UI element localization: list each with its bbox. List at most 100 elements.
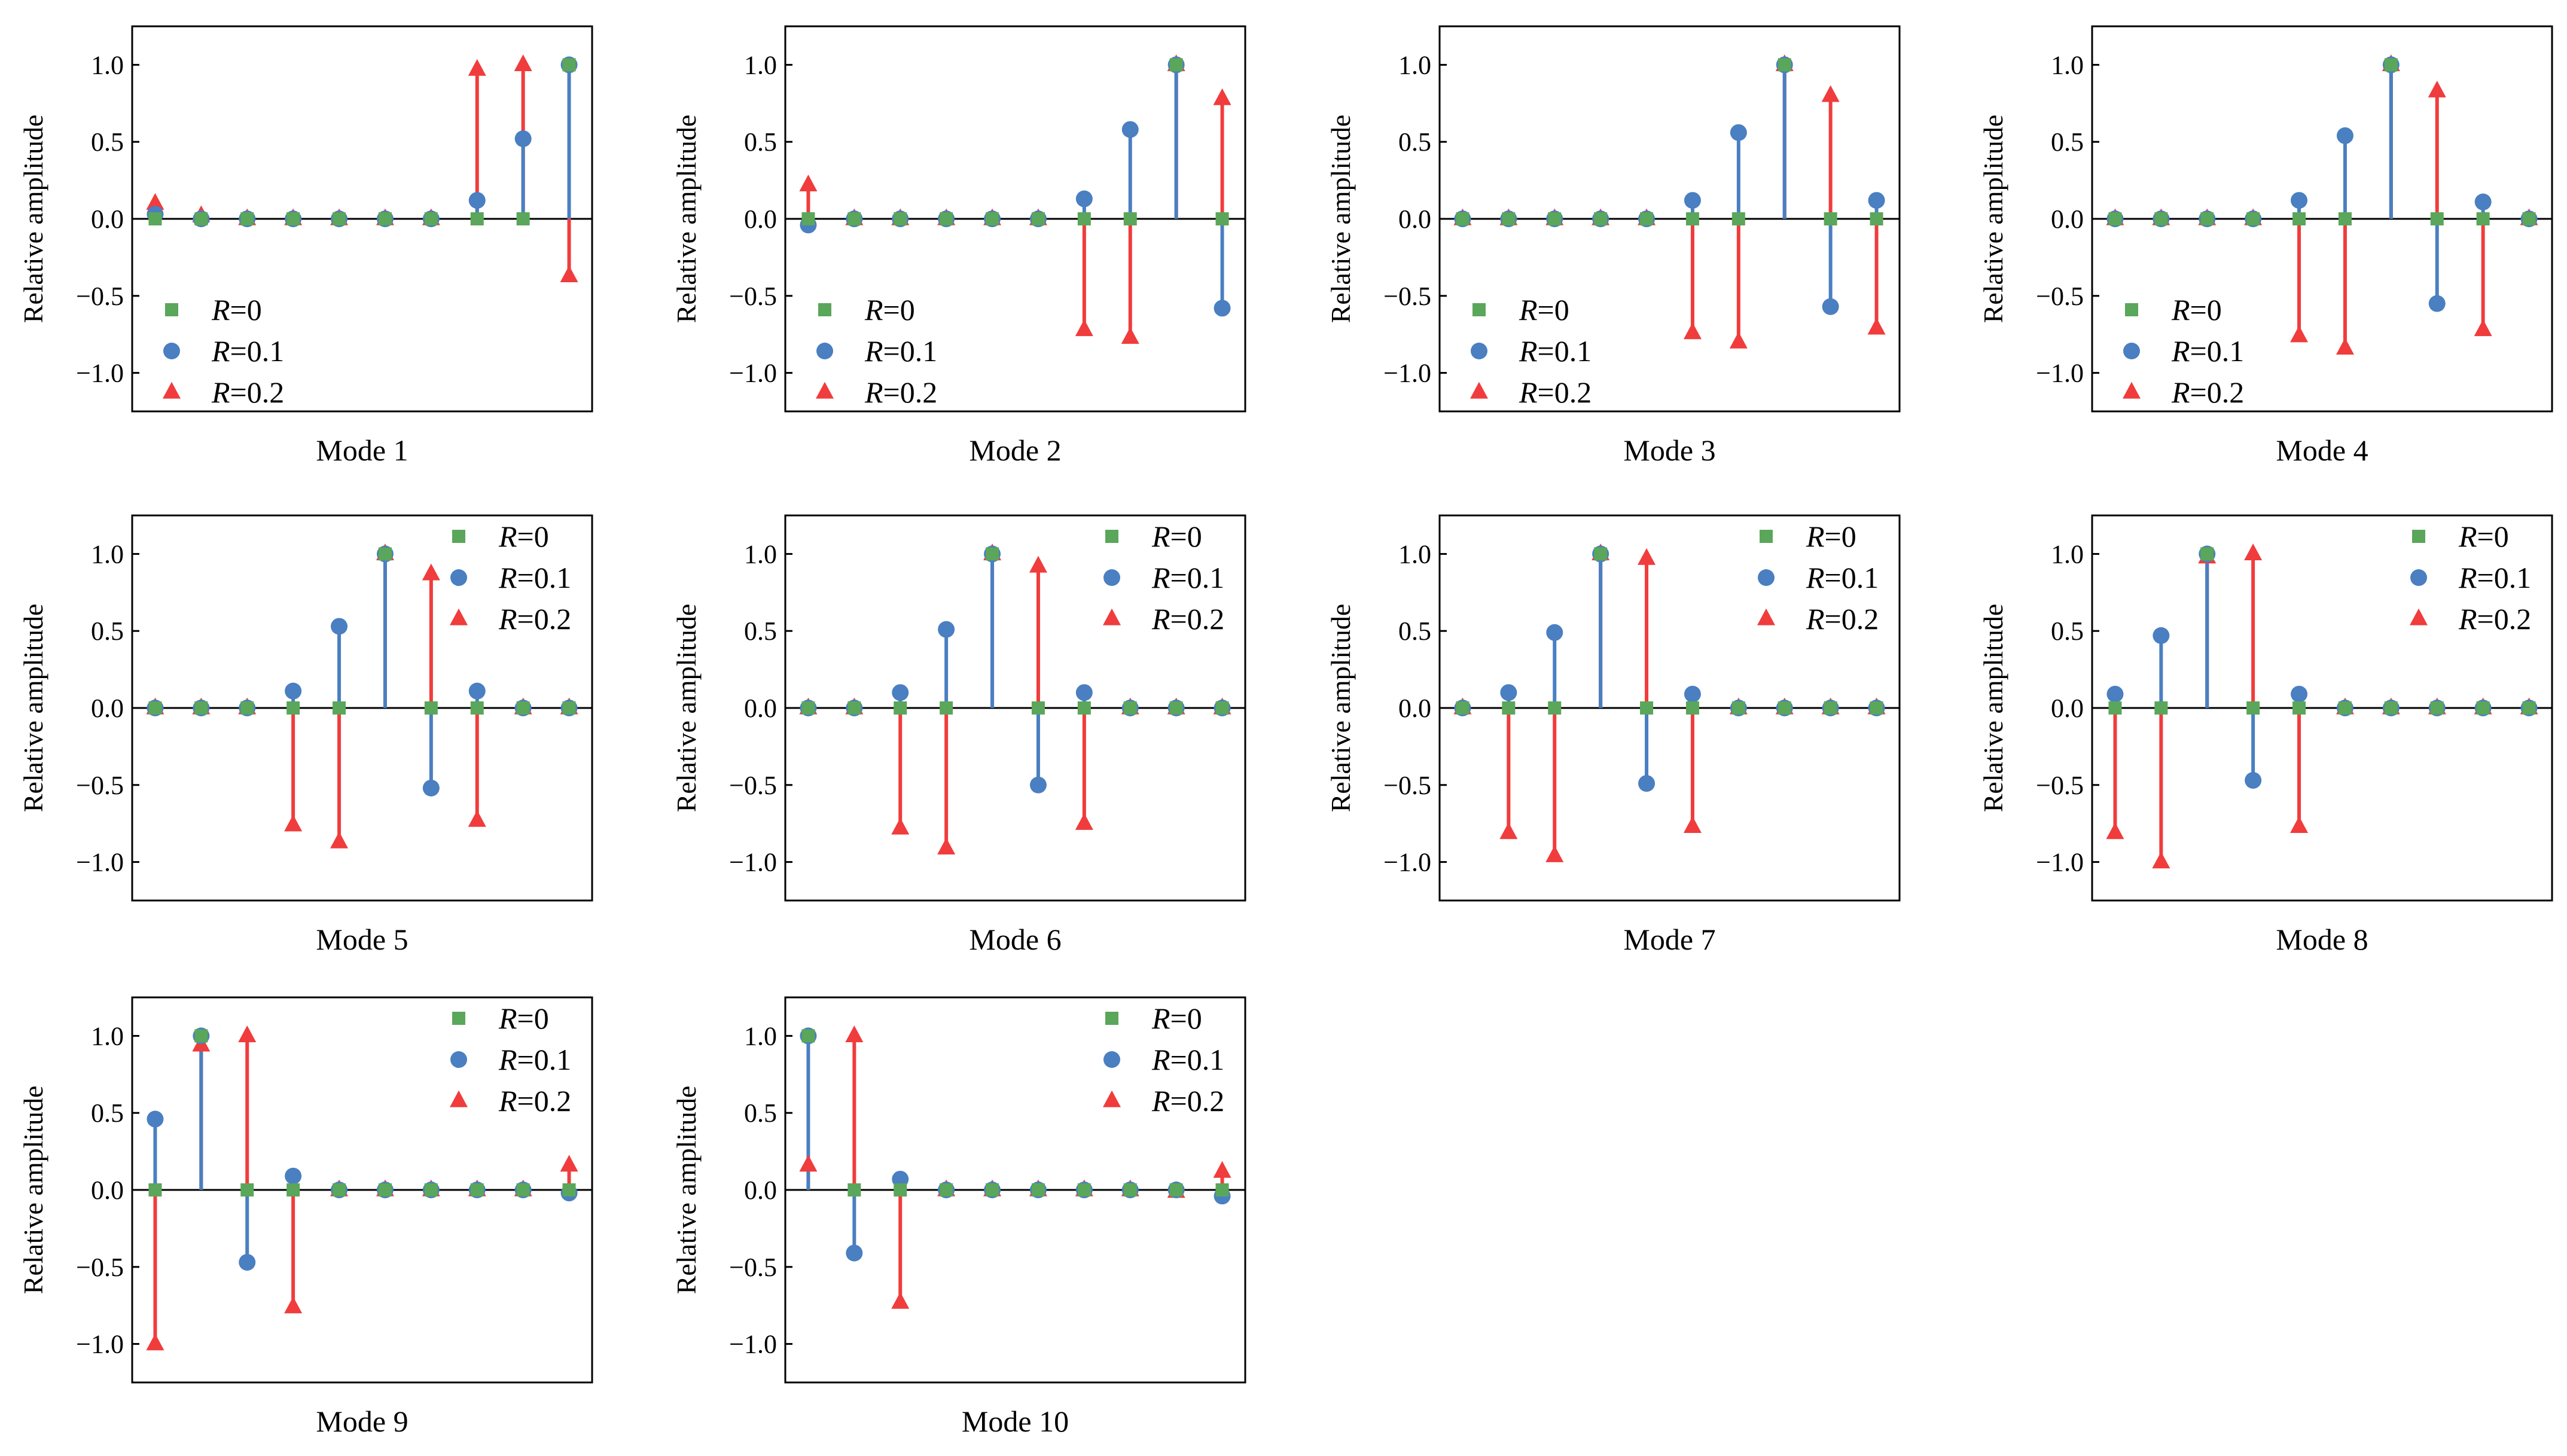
legend-entry: R=0.1: [1519, 334, 1592, 368]
legend-entry: R=0.1: [1806, 561, 1879, 594]
y-tick-label: 1.0: [2051, 50, 2084, 80]
point-r01: [239, 1254, 256, 1271]
y-tick-label: 0.5: [91, 616, 124, 646]
legend-marker: [1760, 530, 1773, 543]
chart-mode-10: −1.0 −0.5 0.0 0.5 1.0 Relative amplitude Mode …: [671, 996, 1246, 1438]
point-r0: [1123, 212, 1137, 225]
legend-variable: R: [1151, 602, 1170, 636]
legend-marker: [2410, 608, 2428, 625]
legend-value: =0.2: [1170, 1084, 1225, 1118]
legend-value: =0.2: [1170, 602, 1225, 636]
legend-variable: R: [2171, 293, 2190, 326]
point-r01: [514, 130, 532, 148]
legend-entry: R=0.2: [498, 602, 571, 636]
point-r0: [2522, 212, 2536, 225]
legend-value: =0: [2190, 293, 2222, 326]
legend-variable: R: [498, 561, 517, 594]
legend-marker: [163, 343, 180, 359]
point-r0: [2292, 701, 2306, 715]
point-r02: [1683, 322, 1702, 340]
point-r0: [1731, 212, 1745, 225]
legend-value: =0.2: [883, 376, 938, 409]
point-r0: [1824, 212, 1837, 225]
legend-variable: R: [1806, 520, 1825, 553]
point-r02: [1545, 845, 1564, 862]
legend-value: =0.2: [517, 1084, 572, 1118]
legend-value: =0.1: [1825, 561, 1879, 594]
point-r0: [333, 212, 346, 225]
point-r01: [892, 684, 909, 701]
legend-variable: R: [2458, 561, 2477, 594]
y-axis-label: Relative amplitude: [671, 115, 702, 323]
legend-entry: R=0.2: [864, 376, 937, 409]
chart-mode-7: −1.0 −0.5 0.0 0.5 1.0 Relative amplitude Mode …: [1325, 514, 1901, 956]
legend-value: =0: [1170, 520, 1202, 553]
point-r01: [892, 1170, 909, 1188]
point-r0: [801, 701, 815, 715]
y-tick-label: 0.0: [744, 694, 777, 723]
point-r02: [2290, 325, 2309, 343]
point-r01: [2428, 295, 2446, 312]
y-tick-label: 1.0: [91, 1021, 124, 1051]
legend-value: =0.1: [517, 1043, 572, 1076]
legend-value: =0.1: [1538, 334, 1592, 368]
point-r02: [1867, 318, 1886, 335]
y-tick-label: −0.5: [729, 1253, 777, 1282]
y-tick-label: 0.5: [91, 1098, 124, 1128]
point-r0: [378, 1183, 392, 1196]
point-r0: [2154, 212, 2168, 225]
point-r02: [146, 1333, 164, 1351]
point-r01: [2336, 127, 2353, 144]
legend-entry: R=0.1: [498, 1043, 571, 1076]
point-r02: [284, 814, 303, 832]
point-r01: [147, 1110, 164, 1128]
legend-marker: [450, 1051, 467, 1068]
point-r0: [2430, 701, 2444, 715]
y-tick-label: −0.5: [729, 282, 777, 311]
legend-value: =0: [883, 293, 915, 326]
point-r0: [2476, 701, 2490, 715]
point-r01: [2106, 685, 2124, 703]
y-tick-label: 0.5: [2051, 127, 2084, 157]
point-r01: [2245, 772, 2262, 789]
legend-marker: [450, 569, 467, 586]
y-tick-label: −0.5: [1383, 771, 1431, 800]
point-r0: [1502, 701, 1516, 715]
point-r0: [470, 701, 484, 715]
legend-marker: [818, 303, 831, 316]
point-r0: [2384, 701, 2398, 715]
legend-marker: [1757, 608, 1775, 625]
point-r0: [2108, 212, 2122, 225]
point-r01: [846, 1244, 863, 1262]
point-r0: [2476, 212, 2490, 225]
point-r0: [1870, 701, 1883, 715]
point-r0: [2200, 547, 2214, 561]
point-r01: [2291, 192, 2308, 209]
legend-marker: [1470, 381, 1488, 399]
y-tick-label: −1.0: [1383, 848, 1431, 877]
legend-entry: R=0: [2458, 520, 2509, 553]
y-axis-label: Relative amplitude: [18, 1086, 48, 1295]
point-r02: [2336, 338, 2354, 355]
y-axis-label: Relative amplitude: [671, 604, 702, 813]
point-r01: [468, 192, 486, 209]
y-tick-label: 0.5: [744, 1098, 777, 1128]
y-tick-label: 0.0: [91, 694, 124, 723]
point-r0: [1077, 212, 1091, 225]
point-r0: [516, 1183, 530, 1196]
legend-entry: R=0.1: [1151, 1043, 1224, 1076]
y-axis-label: Relative amplitude: [1978, 604, 2008, 813]
y-tick-label: 0.0: [2051, 694, 2084, 723]
point-r0: [1594, 547, 1608, 561]
point-r02: [799, 1155, 818, 1172]
point-r0: [801, 212, 815, 225]
legend-value: =0.2: [517, 602, 572, 636]
point-r0: [2338, 701, 2352, 715]
legend-entry: R=0.2: [498, 1084, 571, 1118]
point-r0: [1502, 212, 1516, 225]
y-tick-label: 1.0: [1398, 539, 1431, 569]
legend-variable: R: [1806, 602, 1825, 636]
legend-entry: R=0.2: [1806, 602, 1879, 636]
y-tick-label: 0.5: [91, 127, 124, 157]
legend-marker: [2123, 381, 2141, 399]
